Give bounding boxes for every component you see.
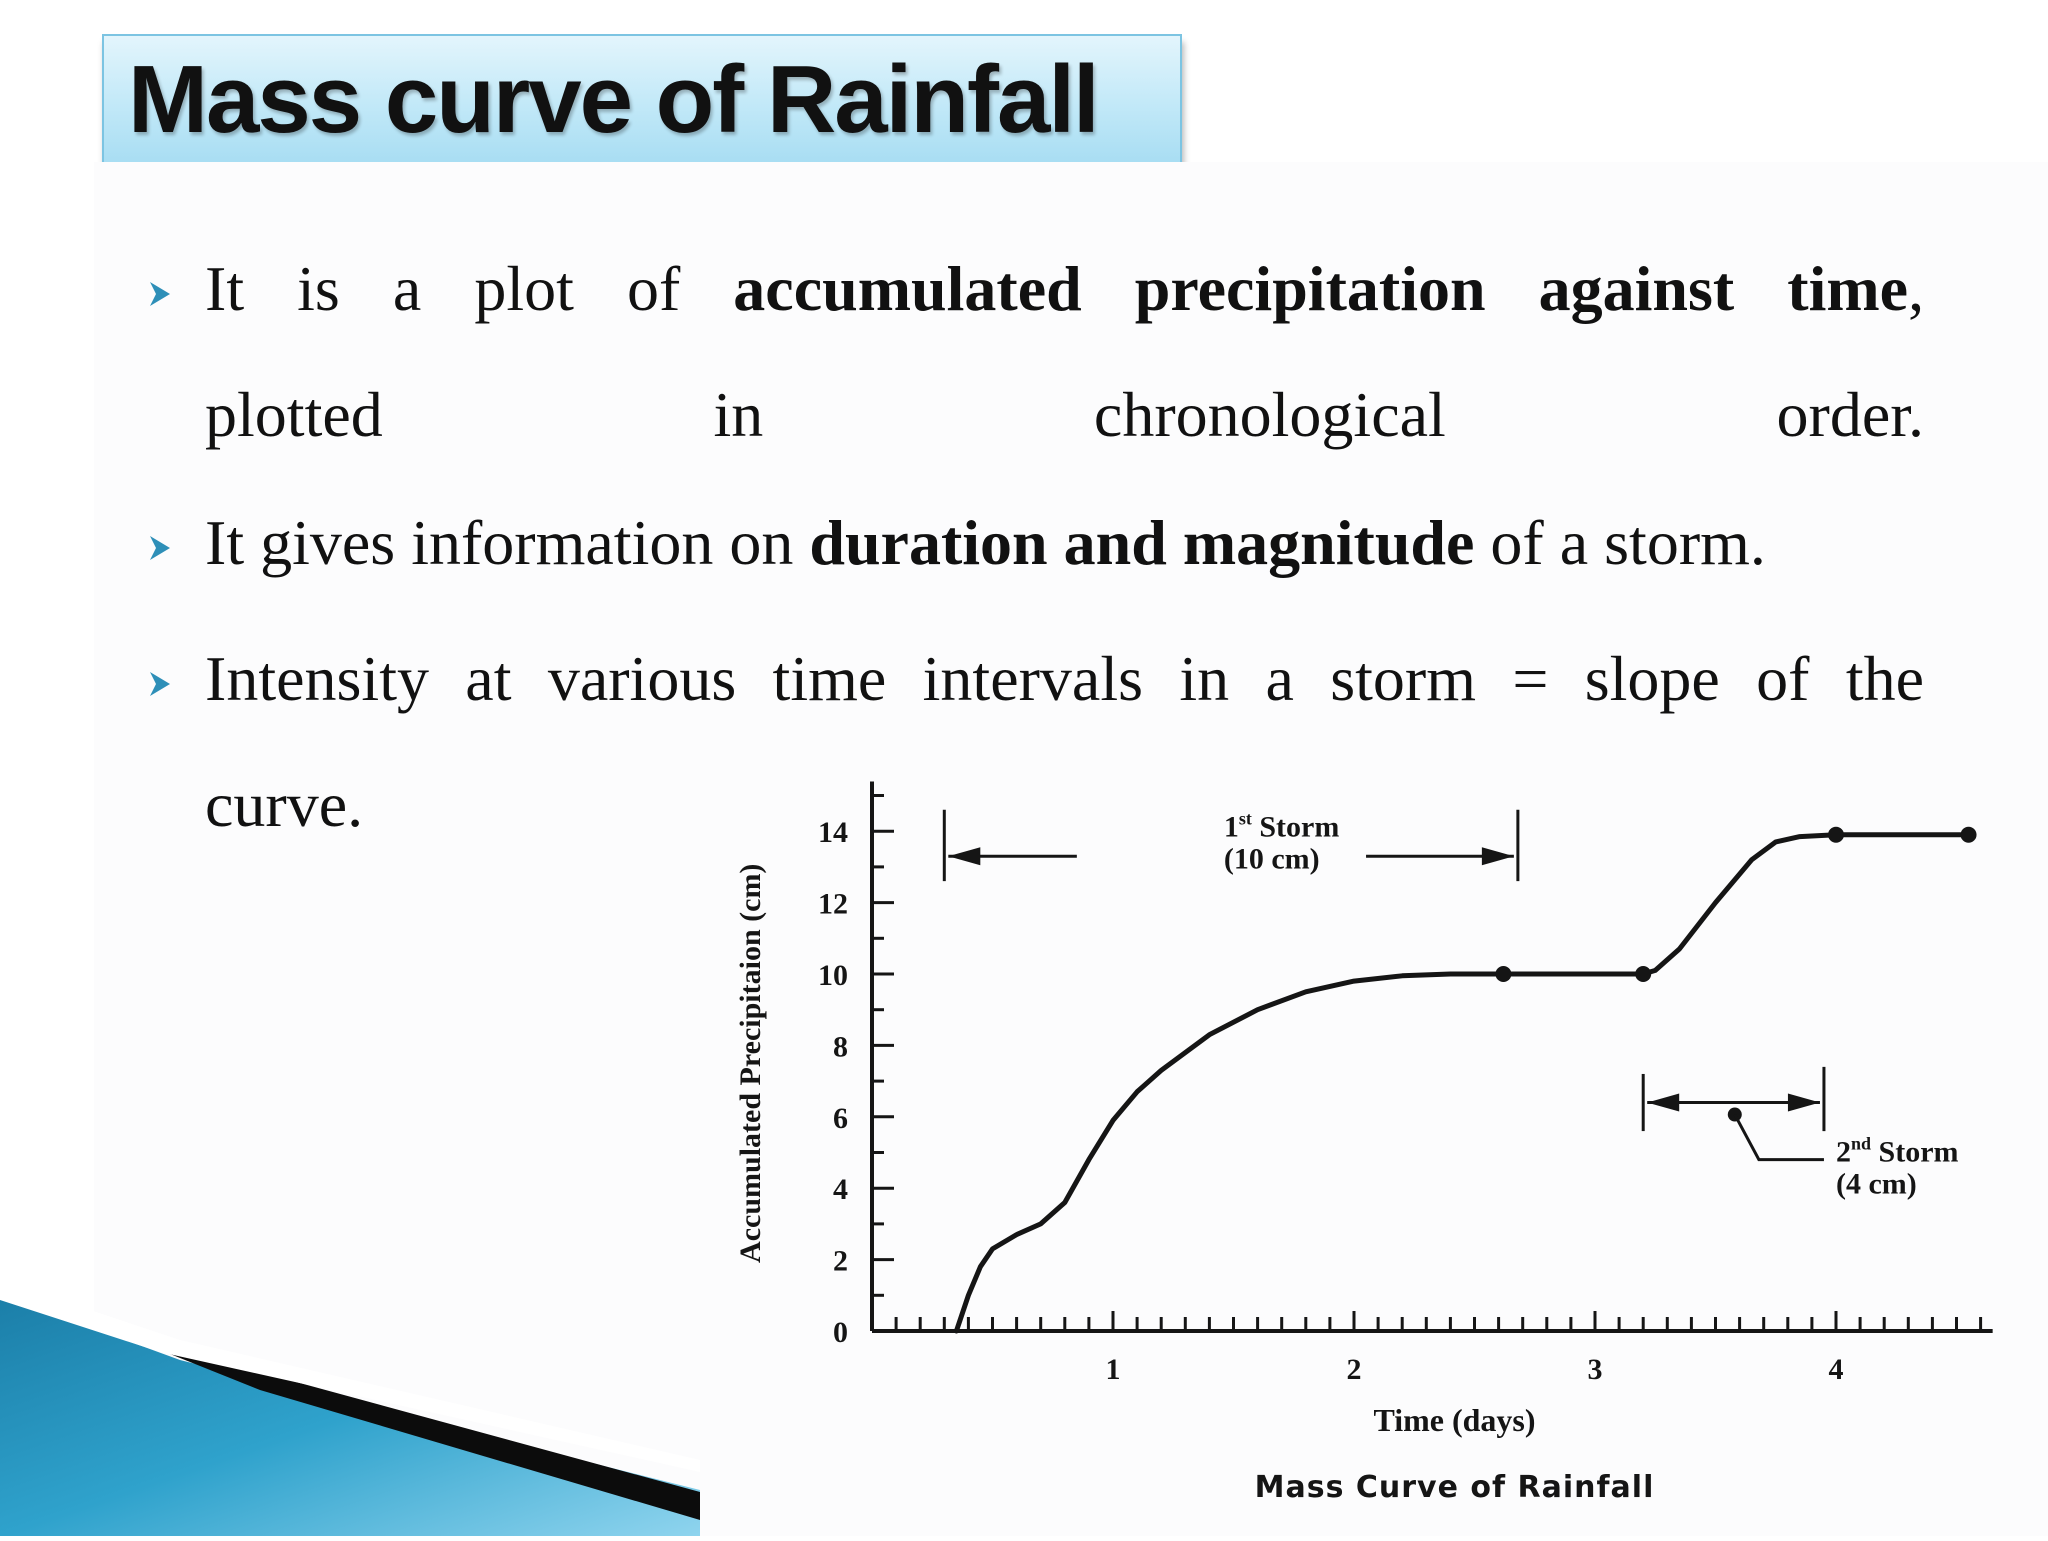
mass-curve-chart: 0 2 4 6 8 10 12 14 1 2 3 4 Time (days) Accumulated Pr… [700, 724, 2048, 1536]
y-tick-label: 6 [833, 1102, 848, 1135]
bullet-2-before: It gives information on [205, 507, 810, 578]
arrowhead-bullet-icon [150, 536, 170, 560]
bullet-3-line-2: curve. [205, 769, 364, 840]
x-tick-label: 3 [1588, 1353, 1603, 1386]
storm-2-amount: (4 cm) [1836, 1168, 1917, 1201]
storm-1-right-arrowhead [1481, 847, 1514, 866]
x-tick-label: 1 [1106, 1353, 1121, 1386]
storm-1-sup: st [1239, 809, 1252, 829]
y-tick-label: 12 [818, 888, 848, 921]
storm-2-right-arrowhead [1787, 1093, 1820, 1112]
y-tick-label: 0 [833, 1316, 848, 1349]
storm-1-left-arrowhead [948, 847, 981, 866]
curve-point-marker [1960, 826, 1977, 843]
content-area [94, 162, 2048, 1536]
storm-1-label: 1st Storm [1224, 809, 1339, 844]
storm-2-sup: nd [1851, 1133, 1871, 1153]
mass-curve-line [953, 832, 1971, 1334]
bullet-2-after: of a storm. [1474, 507, 1766, 578]
curve-point-marker [1495, 966, 1512, 982]
bullet-1-word: accumulated [733, 253, 1082, 324]
y-tick-label: 4 [833, 1173, 848, 1206]
slide-title: Mass curve of Rainfall [128, 46, 1100, 153]
title-banner: Mass curve of Rainfall [102, 34, 1182, 172]
y-tick-label: 14 [818, 816, 848, 849]
curve-point-marker [1828, 826, 1844, 843]
bullet-2-line: It gives information on duration and mag… [205, 480, 1924, 606]
arrowhead-bullet-icon [150, 672, 170, 696]
bullet-1-word: plot [474, 253, 574, 324]
storm-1-amount: (10 cm) [1224, 843, 1320, 876]
bullet-3-line-1: Intensity at various time intervals in a… [205, 643, 1924, 714]
y-tick-label: 8 [833, 1030, 848, 1063]
x-tick-label: 2 [1347, 1353, 1362, 1386]
chart-title: Mass Curve of Rainfall [1255, 1470, 1655, 1505]
arrowhead-bullet-icon [150, 282, 170, 306]
y-tick-label: 2 [833, 1245, 848, 1278]
storm-2-leader-line [1733, 1113, 1824, 1162]
x-axis-label: Time (days) [1373, 1402, 1535, 1438]
storm-1-word: Storm [1252, 811, 1339, 844]
x-tick-label: 4 [1829, 1353, 1844, 1386]
decorative-swoosh [0, 1280, 700, 1536]
bullet-1-word: It [205, 253, 245, 324]
bullet-1-word: against [1538, 253, 1735, 324]
y-axis-label: Accumulated Precipitaion (cm) [734, 864, 767, 1263]
bullet-3-text: Intensity at various time intervals in a… [205, 616, 1924, 868]
storm-2-number: 2 [1836, 1135, 1851, 1168]
storm-2-word: Storm [1871, 1135, 1958, 1168]
bullet-1-comma: , [1908, 253, 1925, 324]
curve-point-marker [1635, 966, 1652, 982]
bullet-1-word: time [1787, 253, 1909, 324]
bullet-1-word: is [297, 253, 340, 324]
bullet-1-word: a [392, 253, 422, 324]
storm-2-label: 2nd Storm [1836, 1133, 1959, 1168]
bullet-1-line-1: It is a plot of accumulated precipitatio… [205, 226, 1924, 352]
bullet-2-bold: duration and magnitude [809, 507, 1475, 578]
bullet-1-word: precipitation [1134, 253, 1486, 324]
bullet-1-text: It is a plot of accumulated precipitatio… [205, 226, 1924, 478]
storm-1-number: 1 [1224, 811, 1239, 844]
storm-2-left-arrowhead [1647, 1093, 1680, 1112]
bullet-1-line-2: plotted in chronological order. [205, 379, 1924, 450]
bullet-1-word: of [626, 253, 681, 324]
y-tick-label: 10 [818, 959, 848, 992]
bullet-2-text: It gives information on duration and mag… [205, 480, 1924, 606]
